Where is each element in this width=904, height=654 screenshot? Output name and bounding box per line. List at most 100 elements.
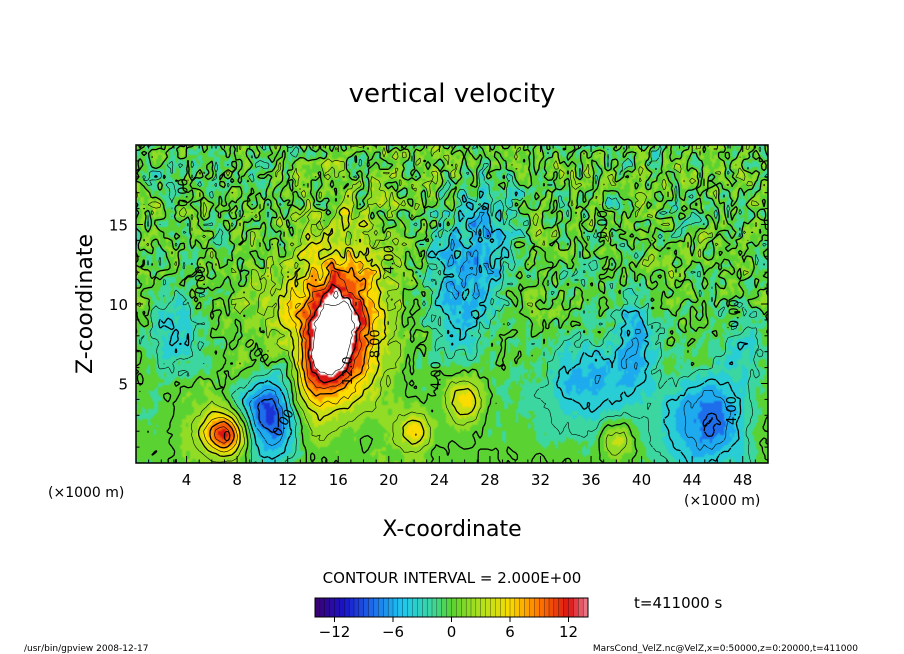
colorbar-cell [514,597,521,618]
x-tick-label: 16 [329,471,348,489]
colorbar-cell [412,597,418,618]
colorbar-cell [383,597,389,618]
colorbar-cell [339,597,345,618]
colorbar-cell [417,597,423,618]
colorbar-cell [334,597,340,618]
contour-interval-label: CONTOUR INTERVAL = 2.000E+00 [323,569,582,587]
contour-level [135,144,769,464]
colorbar-cell [539,597,545,618]
colorbar: −12 −6 0 6 12 [314,597,589,641]
colorbar-cell [548,597,555,618]
colorbar-cell [436,597,443,618]
x-tick-label: 40 [632,471,651,489]
contour-level [203,249,417,453]
contour-level [214,270,367,444]
contour-level [209,261,370,449]
contour-label: 4.00 [429,361,444,390]
colorbar-cell [397,597,404,618]
colorbar-cell [563,597,569,618]
contour-level [307,283,362,384]
contour-label: 8.00 [369,329,384,358]
colorbar-cell [456,597,462,618]
footer-left: /usr/bin/gpview 2008-12-17 [24,644,148,654]
colorbar-cell [465,597,472,618]
time-label: t=411000 s [634,594,722,612]
x-tick-label: 24 [430,471,449,489]
colorbar-tick-label: 12 [559,623,578,641]
colorbar-cell [534,597,540,618]
x-unit-right: (×1000 m) [684,493,760,509]
colorbar-cell [446,597,452,618]
colorbar-cell [373,597,379,618]
x-tick-label: 36 [581,471,600,489]
x-tick-label: 8 [232,471,242,489]
colorbar-cell [485,597,491,618]
colorbar-cell [314,597,321,618]
contour-labels: 0.000.000.000.0012.08.004.004.000.004.00… [177,178,743,445]
colorbar-cell [319,597,326,618]
x-tick-label: 20 [379,471,398,489]
y-axis: 5 10 15 [109,160,768,448]
y-tick-label: 10 [109,296,128,314]
colorbar-cell [553,597,560,618]
colorbar-cell [344,597,350,618]
colorbar-tick-label: −6 [382,623,404,641]
colorbar-cell [573,597,579,618]
colorbar-cell [392,597,399,618]
colorbar-cell [519,597,526,618]
colorbar-cell [568,597,574,618]
contour-label: 0.00 [728,299,743,328]
contour-level [256,234,722,437]
colorbar-ticks: −12 −6 0 6 12 [319,617,578,641]
x-tick-label: 12 [278,471,297,489]
colorbar-cell [426,597,433,618]
contour-level [310,290,355,376]
colorbar-cell [358,597,365,618]
colorbar-tick-label: 0 [447,623,457,641]
colorbar-cell [324,597,331,618]
x-unit-left: (×1000 m) [48,485,124,501]
contour-label: 0.00 [177,178,192,207]
colorbar-cell [558,597,565,618]
colorbar-tick-label: −12 [319,623,351,641]
colorbar-cell [451,597,457,618]
colorbar-cells [314,597,589,618]
colorbar-cell [509,597,516,618]
colorbar-cell [504,597,511,618]
colorbar-cell [378,597,384,618]
colorbar-cell [348,597,355,618]
colorbar-cell [529,597,535,618]
colorbar-cell [524,597,530,618]
colorbar-cell [490,597,496,618]
footer-right: MarsCond_VelZ.nc@VelZ,x=0:50000,z=0:2000… [593,644,858,654]
colorbar-cell [578,597,584,618]
contour-level [153,174,748,464]
chart-title: vertical velocity [349,79,556,109]
colorbar-cell [500,597,506,618]
colorbar-cell [480,597,487,618]
x-axis: 4 8 12 16 20 24 28 32 36 40 44 48 [148,145,756,489]
x-tick-label: 32 [531,471,550,489]
colorbar-cell [461,597,467,618]
colorbar-cell [407,597,413,618]
colorbar-cell [431,597,438,618]
colorbar-cell [475,597,482,618]
contour-label: 12.0 [341,356,356,385]
contour-label: 4.00 [725,396,740,425]
colorbar-cell [402,597,409,618]
y-tick-label: 5 [118,376,128,394]
colorbar-cell [422,597,428,618]
contour-level [135,144,769,463]
contour-level [249,211,732,451]
colorbar-cell [470,597,477,618]
colorbar-cell [363,597,370,618]
x-tick-label: 48 [733,471,752,489]
colorbar-cell [441,597,448,618]
contour-label: 0 [223,430,231,445]
colorbar-cell [543,597,550,618]
contour-level [197,194,477,458]
colorbar-cell [387,597,394,618]
y-axis-label: Z-coordinate [73,234,98,374]
x-tick-label: 28 [480,471,499,489]
x-tick-label: 44 [683,471,702,489]
